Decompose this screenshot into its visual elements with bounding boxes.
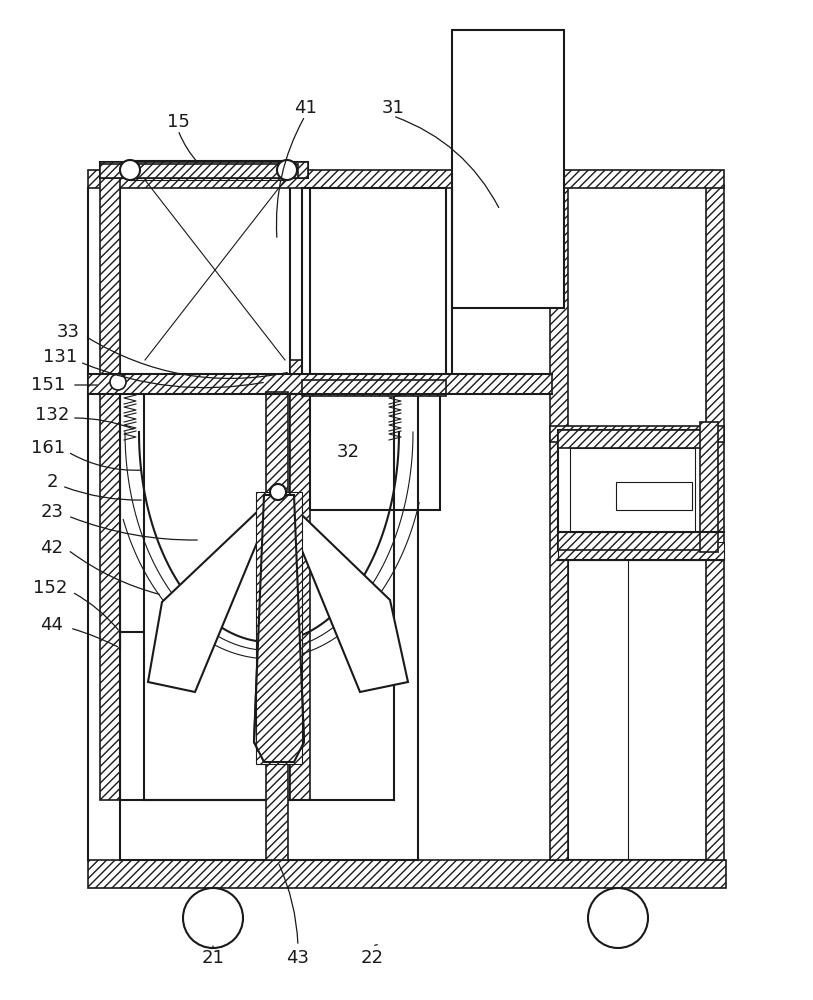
Bar [100,162,308,178]
Text: 152: 152 [33,579,67,597]
Bar [558,430,706,448]
Bar [558,430,706,550]
Text: 31: 31 [381,99,404,117]
Polygon shape [148,492,278,692]
Bar [452,30,564,308]
Text: 23: 23 [41,503,63,521]
Text: 15: 15 [167,113,189,131]
Bar [88,860,726,888]
Bar [550,426,724,442]
Text: 32: 32 [337,443,359,461]
Circle shape [277,160,297,180]
Bar [550,170,724,188]
Text: 161: 161 [31,439,65,457]
Text: 131: 131 [43,348,77,366]
Text: 42: 42 [41,539,63,557]
Bar [310,394,440,510]
Bar [120,178,290,800]
Polygon shape [278,492,408,692]
Bar [706,186,724,860]
Bar [616,482,692,510]
Text: 132: 132 [35,406,69,424]
Text: 151: 151 [31,376,65,394]
Text: 33: 33 [56,323,80,341]
Bar [700,422,718,552]
Bar [100,162,308,178]
Text: 21: 21 [202,949,224,967]
Bar [88,170,552,188]
Bar [88,374,552,394]
Circle shape [588,888,648,948]
Text: 2: 2 [46,473,58,491]
Bar [550,186,568,860]
Text: 43: 43 [286,949,310,967]
Bar [266,392,288,860]
Bar [558,542,724,560]
Bar [302,188,446,380]
Circle shape [183,888,243,948]
Bar [100,164,298,178]
Bar [558,532,706,550]
Bar [256,492,302,764]
Circle shape [120,160,140,180]
Text: 22: 22 [360,949,384,967]
Bar [290,360,310,800]
Bar [302,380,446,396]
Circle shape [110,374,126,390]
Polygon shape [254,495,304,762]
Text: 44: 44 [41,616,63,634]
Circle shape [270,484,286,500]
Text: 41: 41 [293,99,316,117]
Bar [570,448,695,532]
Bar [100,170,120,800]
